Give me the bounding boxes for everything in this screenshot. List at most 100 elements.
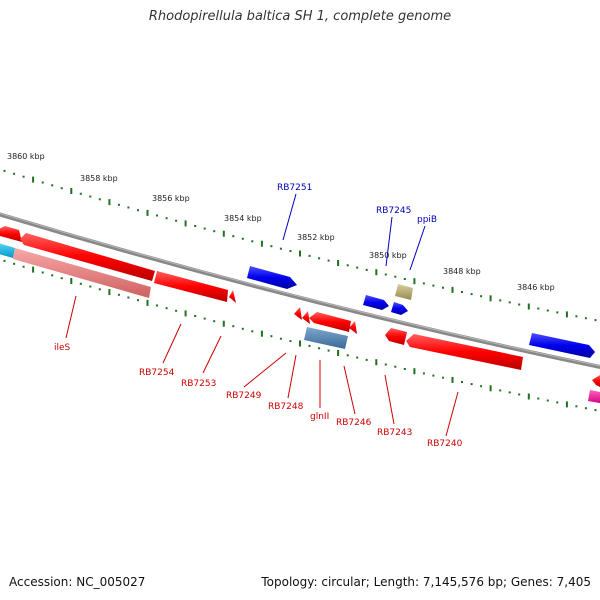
minor-tick	[241, 327, 244, 330]
genome-backbone	[0, 212, 600, 370]
major-tick	[451, 376, 454, 383]
minor-tick	[156, 304, 158, 307]
minor-tick	[432, 284, 435, 287]
minor-tick	[175, 309, 178, 312]
gene-arrow	[592, 375, 600, 387]
minor-tick	[89, 195, 92, 198]
minor-tick	[127, 206, 130, 209]
gene-label: RB7254	[139, 368, 175, 378]
minor-tick	[584, 407, 587, 410]
major-tick	[184, 310, 187, 317]
minor-tick	[127, 296, 130, 299]
major-tick	[260, 330, 263, 337]
gene-arrow	[588, 390, 600, 404]
callout-line	[409, 225, 426, 271]
minor-tick	[51, 184, 54, 187]
gene-arrow	[395, 284, 413, 300]
callout-line	[282, 193, 297, 241]
gene-arrow	[229, 290, 236, 303]
minor-tick	[270, 245, 273, 248]
gene-arrow	[363, 295, 389, 310]
minor-tick	[546, 309, 549, 312]
gene-arrow	[0, 226, 22, 242]
gene-arrow	[247, 266, 297, 289]
minor-tick	[213, 320, 216, 323]
major-tick	[375, 269, 378, 276]
kbp-label: 3858 kbp	[80, 174, 118, 183]
minor-tick	[384, 273, 387, 276]
minor-tick	[394, 275, 397, 278]
callout-line	[162, 323, 182, 364]
minor-tick	[98, 198, 101, 201]
gene-arrow	[309, 312, 351, 332]
minor-tick	[327, 259, 330, 262]
minor-tick	[241, 237, 244, 240]
minor-tick	[13, 262, 16, 265]
minor-tick	[203, 317, 206, 320]
minor-tick	[3, 169, 6, 172]
minor-tick	[346, 354, 349, 357]
minor-tick	[137, 209, 139, 212]
major-tick	[222, 320, 225, 327]
minor-tick	[289, 250, 292, 253]
gene-label: RB7248	[268, 402, 304, 412]
minor-tick	[461, 291, 463, 293]
minor-tick	[308, 254, 311, 257]
minor-tick	[165, 217, 168, 220]
minor-tick	[594, 319, 597, 322]
minor-tick	[79, 282, 82, 285]
minor-tick	[403, 278, 406, 280]
minor-tick	[403, 368, 406, 370]
gene-arrow	[302, 311, 310, 324]
major-tick	[32, 266, 35, 273]
genome-backbone-highlight	[0, 212, 600, 367]
minor-tick	[98, 288, 101, 291]
minor-tick	[575, 405, 578, 408]
minor-tick	[279, 247, 282, 250]
major-tick	[375, 359, 378, 366]
major-tick	[299, 250, 301, 257]
gene-arrow	[529, 333, 595, 358]
minor-tick	[22, 265, 25, 268]
major-tick	[527, 303, 530, 310]
minor-tick	[3, 259, 6, 262]
minor-tick	[394, 365, 397, 368]
minor-tick	[461, 381, 463, 383]
callout-line	[384, 374, 395, 425]
minor-tick	[508, 301, 511, 304]
minor-tick	[251, 330, 254, 333]
gene-arrow	[294, 307, 302, 320]
gene-label: RB7251	[277, 183, 312, 193]
callout-line	[343, 365, 356, 415]
minor-tick	[79, 192, 82, 195]
gene-label: glnII	[310, 412, 329, 422]
gene-label: RB7240	[427, 439, 463, 449]
minor-tick	[89, 285, 92, 288]
major-tick	[32, 176, 35, 183]
kbp-label: 3860 kbp	[7, 152, 45, 161]
kbp-scale: 3860 kbp 3858 kbp 3856 kbp 3854 kbp 3852…	[7, 152, 555, 292]
minor-tick	[480, 295, 483, 298]
minor-tick	[499, 299, 502, 302]
minor-tick	[537, 397, 540, 400]
major-tick	[70, 188, 73, 194]
gene-arrow	[385, 328, 407, 345]
minor-tick	[175, 219, 178, 222]
gene-arrow	[0, 243, 15, 258]
kbp-label: 3846 kbp	[517, 283, 555, 292]
minor-tick	[594, 409, 597, 412]
minor-tick	[194, 225, 197, 227]
major-tick	[260, 240, 263, 247]
callout-line	[65, 295, 77, 339]
minor-tick	[470, 293, 473, 296]
minor-tick	[356, 356, 359, 359]
minor-tick	[546, 399, 549, 402]
minor-tick	[346, 264, 349, 267]
gene-arrow	[406, 334, 523, 370]
major-tick	[222, 230, 225, 237]
minor-tick	[251, 240, 254, 243]
major-tick	[413, 368, 416, 375]
minor-tick	[203, 227, 206, 230]
gene-arrow	[154, 271, 228, 302]
